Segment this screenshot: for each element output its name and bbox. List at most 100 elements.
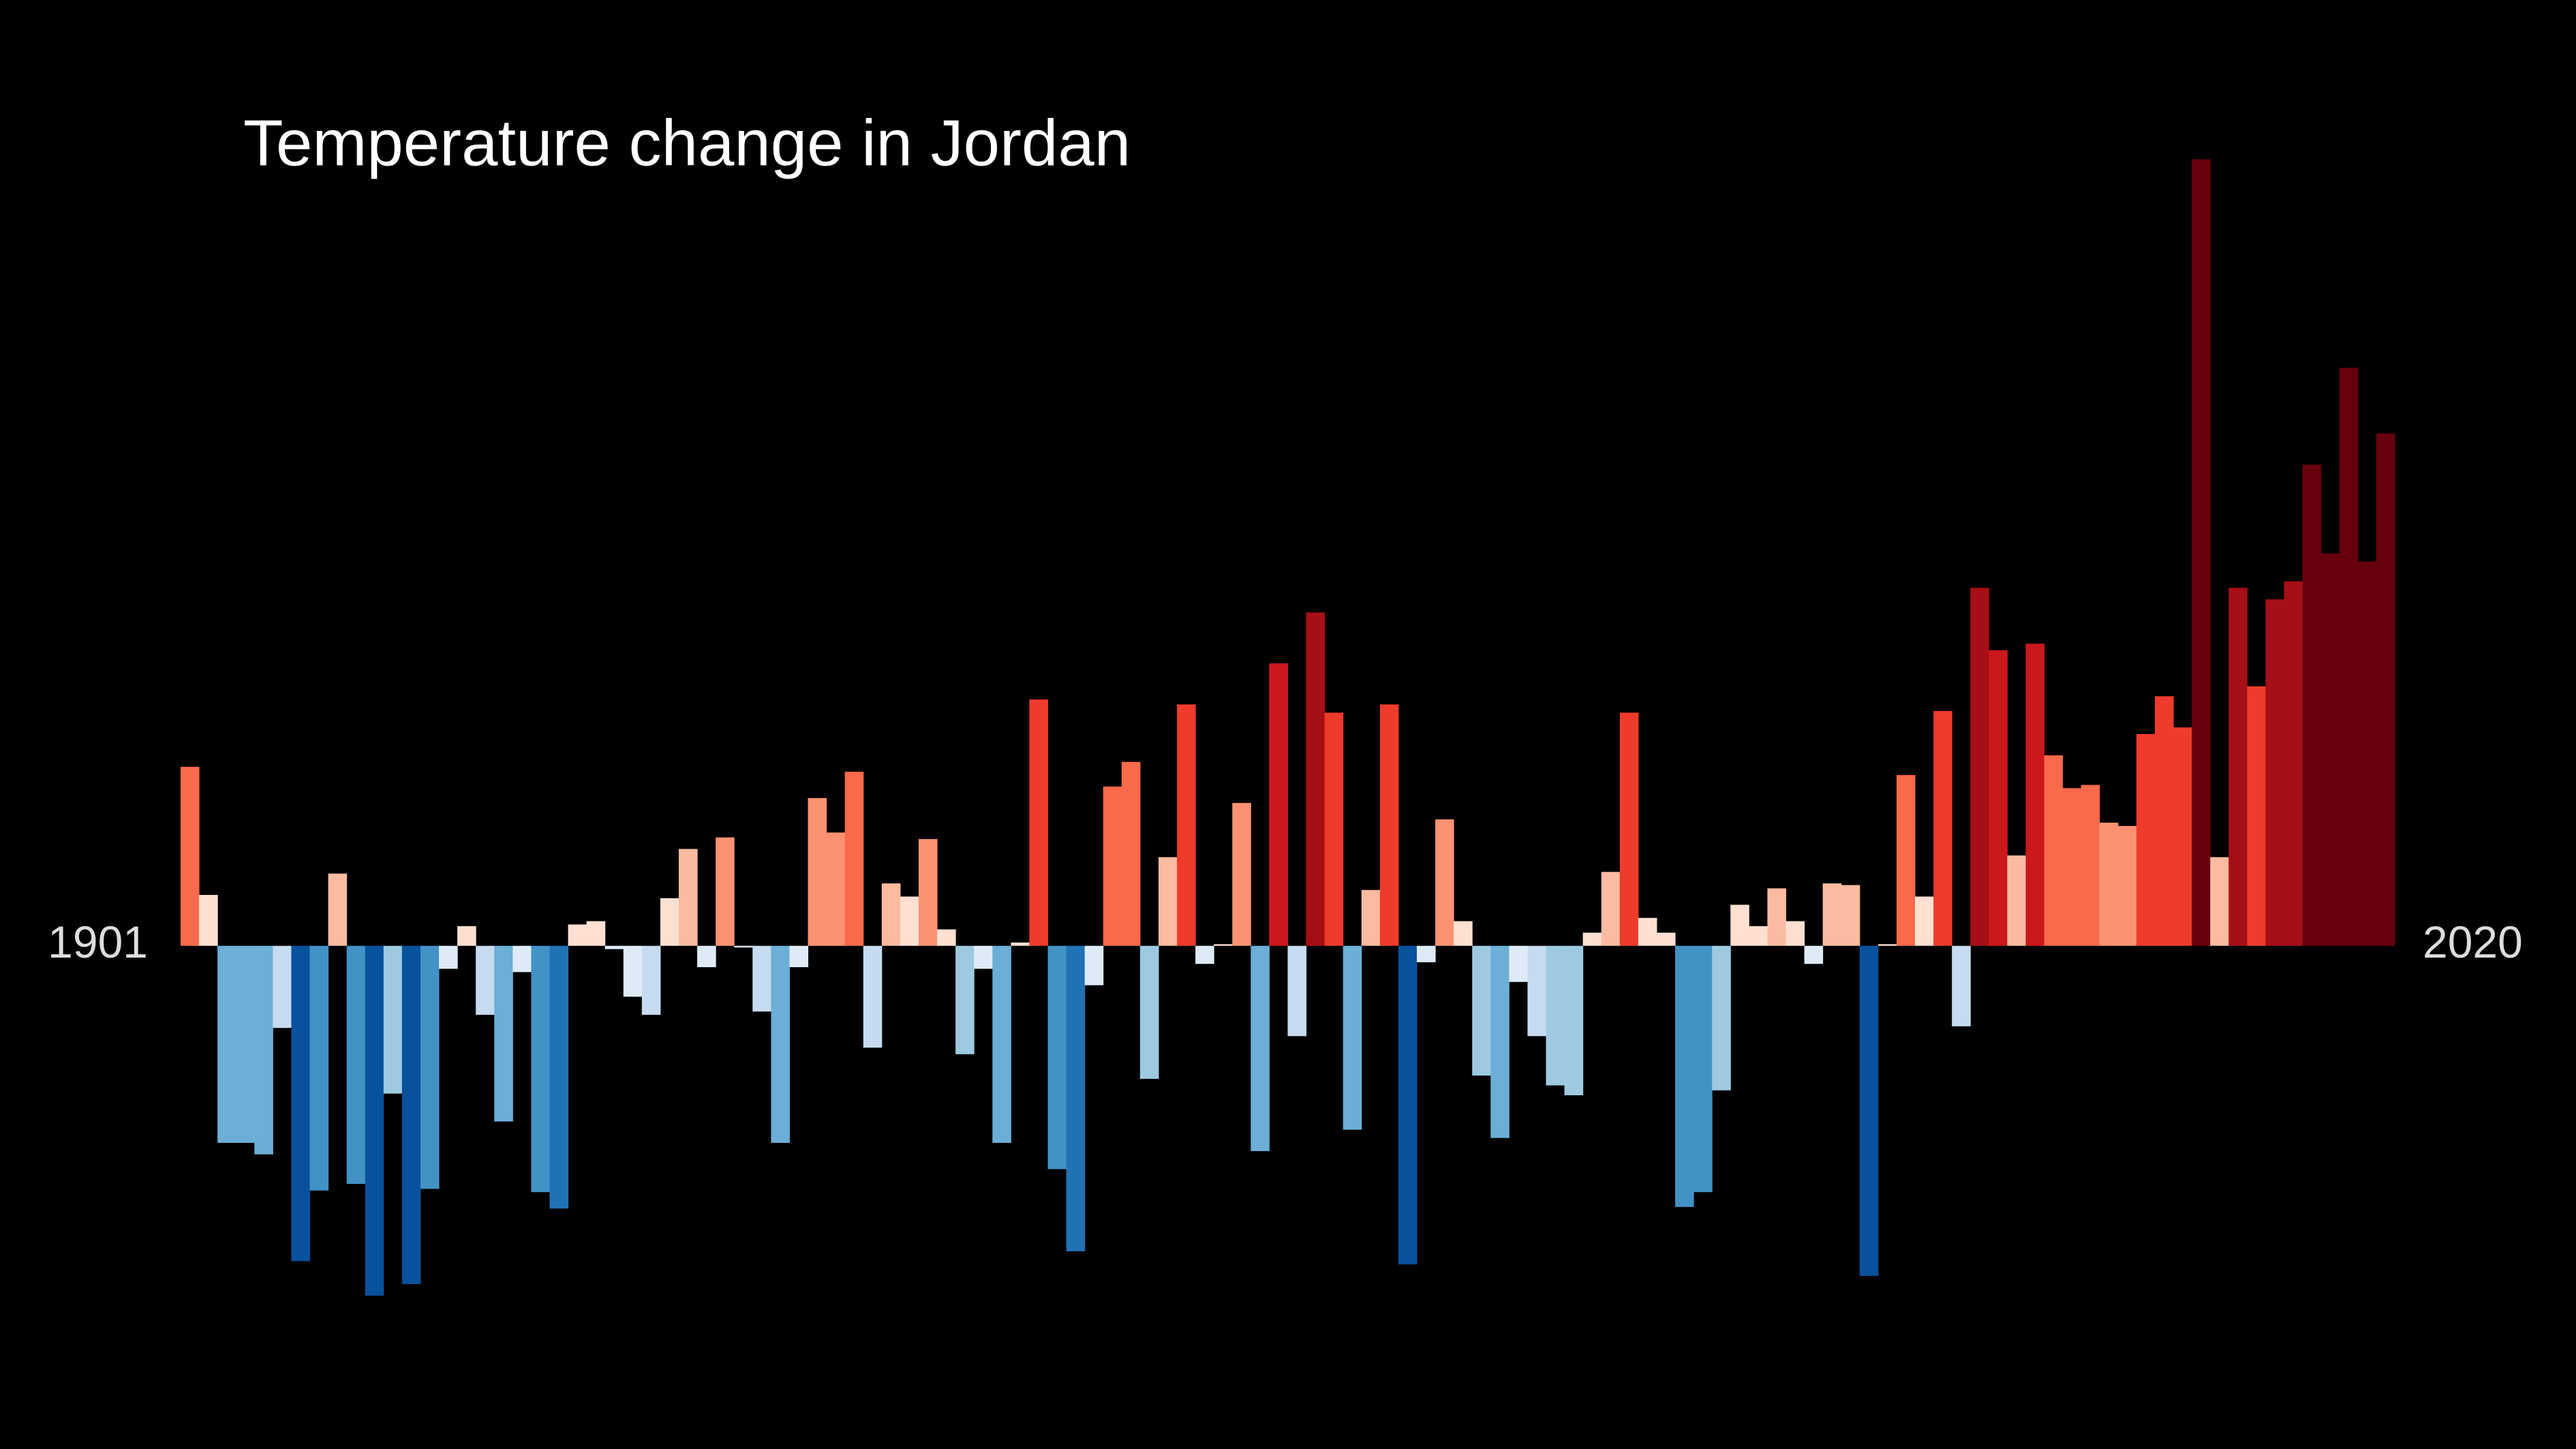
bar xyxy=(2357,561,2377,946)
bar xyxy=(1306,612,1325,946)
bar xyxy=(844,772,864,946)
bar xyxy=(1139,945,1159,1079)
bar xyxy=(1877,944,1897,946)
bar xyxy=(2081,784,2100,946)
bar xyxy=(2302,464,2322,946)
bar xyxy=(2210,857,2229,946)
bar xyxy=(2339,367,2359,946)
bar xyxy=(494,945,513,1122)
bar xyxy=(254,945,273,1155)
bar xyxy=(1343,945,1362,1130)
bar xyxy=(2025,643,2045,946)
bar xyxy=(734,945,753,948)
bar xyxy=(512,945,532,973)
bar xyxy=(1509,945,1528,982)
bar xyxy=(2117,825,2137,946)
bar xyxy=(1047,945,1067,1170)
bar xyxy=(2136,733,2156,946)
bar xyxy=(2265,599,2285,946)
bar xyxy=(1011,942,1030,946)
bar xyxy=(937,929,956,946)
bar xyxy=(863,945,883,1048)
bar xyxy=(2099,823,2119,946)
bar xyxy=(476,945,495,1015)
bar xyxy=(1564,945,1584,1095)
bar xyxy=(1158,857,1178,946)
bar xyxy=(2192,159,2211,946)
bar xyxy=(1657,932,1676,946)
bar xyxy=(1472,945,1491,1076)
bar xyxy=(1195,945,1214,964)
bar xyxy=(1379,704,1399,946)
bar xyxy=(1177,704,1196,946)
bar xyxy=(955,945,975,1054)
bar xyxy=(273,945,292,1028)
bar xyxy=(1749,926,1768,946)
bar xyxy=(2320,553,2340,946)
bar xyxy=(439,945,458,969)
bar xyxy=(2376,433,2395,946)
chart-title: Temperature change in Jordan xyxy=(243,106,1131,179)
bar xyxy=(679,849,698,946)
bar xyxy=(1693,945,1713,1193)
bar xyxy=(1398,945,1417,1265)
bar xyxy=(1214,944,1233,946)
bar xyxy=(1546,945,1565,1086)
bar xyxy=(1675,945,1694,1207)
bar xyxy=(716,837,735,946)
bar xyxy=(752,945,771,1012)
bar xyxy=(1269,663,1288,946)
bar xyxy=(660,898,679,946)
bar xyxy=(2247,686,2266,946)
bar xyxy=(531,945,550,1193)
bar xyxy=(199,895,218,946)
bar xyxy=(383,945,403,1094)
bar xyxy=(604,945,624,949)
bar xyxy=(1103,787,1122,946)
bar xyxy=(328,873,348,946)
bar xyxy=(1490,945,1509,1138)
bar xyxy=(1601,872,1621,946)
bar xyxy=(771,945,790,1143)
bar xyxy=(992,945,1011,1143)
bar xyxy=(623,945,643,997)
bar xyxy=(291,945,311,1262)
bar xyxy=(236,945,255,1143)
bar xyxy=(1785,921,1805,946)
bar xyxy=(2044,755,2064,946)
bar xyxy=(1933,711,1952,946)
bar xyxy=(1952,945,1971,1026)
bar xyxy=(1454,921,1473,946)
bar xyxy=(1084,945,1104,986)
bar xyxy=(586,921,606,946)
bar xyxy=(1417,945,1436,962)
bar xyxy=(1287,945,1307,1037)
bar xyxy=(217,945,236,1143)
bar xyxy=(2228,588,2248,946)
bar xyxy=(181,767,200,946)
bar xyxy=(457,926,476,946)
x-start-label: 1901 xyxy=(48,917,148,967)
bar xyxy=(1730,904,1749,946)
x-end-label: 2020 xyxy=(2423,917,2523,967)
bar xyxy=(1619,712,1639,946)
bar xyxy=(1435,819,1454,946)
bar xyxy=(1638,917,1657,946)
bar xyxy=(641,945,661,1015)
bar xyxy=(900,896,919,946)
bar xyxy=(568,924,587,946)
bar xyxy=(1841,885,1860,946)
bar xyxy=(420,945,440,1189)
bar xyxy=(1066,945,1086,1251)
bar xyxy=(549,945,569,1209)
bar xyxy=(808,797,827,946)
bar xyxy=(309,945,329,1191)
bar xyxy=(1232,803,1251,946)
bar xyxy=(1029,699,1049,946)
bar xyxy=(1527,945,1547,1037)
bar xyxy=(1121,761,1141,946)
bar xyxy=(1712,945,1731,1090)
bar xyxy=(1822,883,1842,946)
bar xyxy=(1859,945,1879,1277)
bar xyxy=(1251,945,1270,1151)
